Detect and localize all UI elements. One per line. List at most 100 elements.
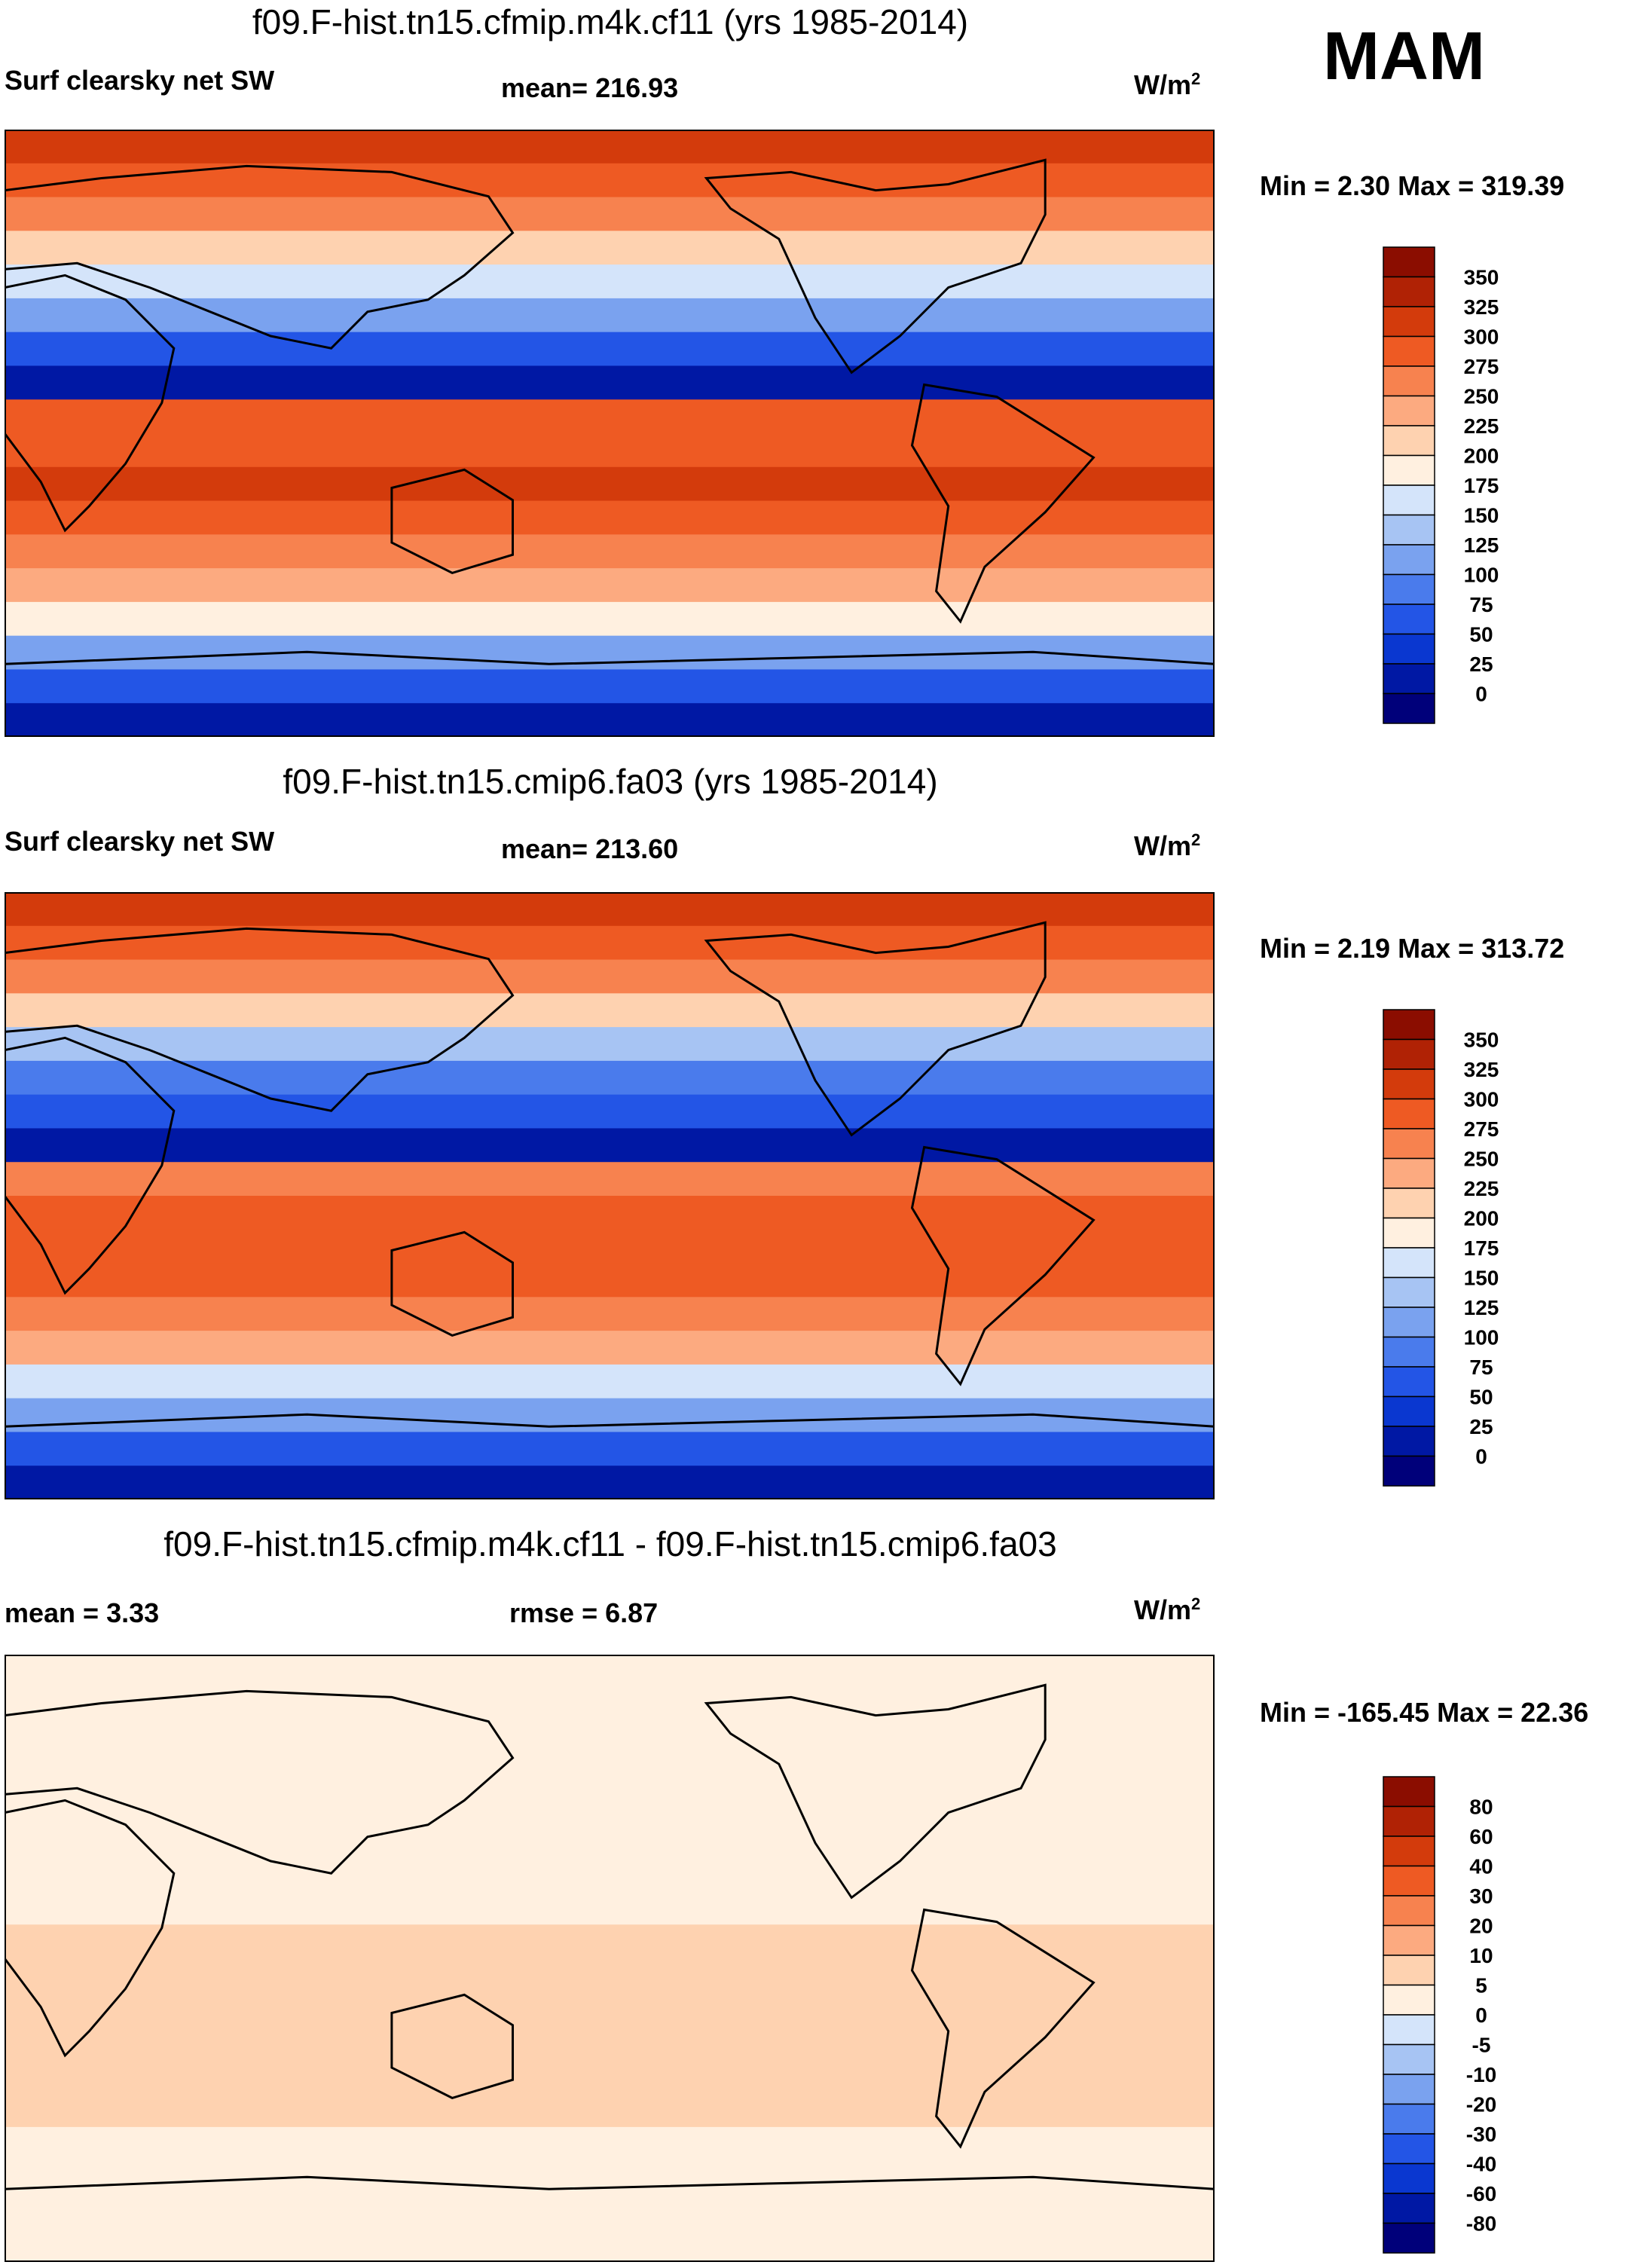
map-band — [5, 534, 1215, 570]
colorbar-tick-label: 0 — [1475, 683, 1487, 706]
colorbar-swatch — [1383, 1984, 1435, 2016]
map-band — [5, 1790, 1215, 1824]
coastline — [704, 921, 1047, 1137]
panel2-variable-label: Surf clearsky net SW — [5, 826, 275, 857]
colorbar-swatch — [1383, 1776, 1435, 1808]
colorbar-swatch — [1383, 544, 1435, 576]
colorbar-swatch — [1383, 1366, 1435, 1398]
colorbar-swatch — [1383, 1835, 1435, 1867]
map-band — [5, 703, 1215, 737]
colorbar-swatch — [1383, 306, 1435, 338]
colorbar-tick-label: 60 — [1469, 1825, 1493, 1848]
colorbar-tick-label: 250 — [1464, 385, 1499, 408]
map-band — [5, 1128, 1215, 1163]
colorbar-swatch — [1383, 395, 1435, 426]
colorbar-swatch — [1383, 1865, 1435, 1897]
map-band — [5, 1688, 1215, 1723]
colorbar-tick-label: 25 — [1469, 1415, 1493, 1438]
colorbar-tick-label: -10 — [1466, 2063, 1496, 2086]
map-band — [5, 399, 1215, 434]
colorbar-tick-label: 40 — [1469, 1855, 1493, 1878]
colorbar-swatch — [1383, 1068, 1435, 1100]
colorbar-swatch — [1383, 1426, 1435, 1457]
colorbar-tick-label: 80 — [1469, 1796, 1493, 1819]
map-band — [5, 1891, 1215, 1926]
map-band — [5, 163, 1215, 198]
colorbar-swatch — [1383, 276, 1435, 307]
colorbar-tick-label: 10 — [1469, 1944, 1493, 1967]
colorbar-tick-label: 125 — [1464, 533, 1499, 557]
colorbar-tick-label: 100 — [1464, 564, 1499, 587]
panel1-map — [5, 130, 1215, 737]
coastline — [910, 383, 1096, 624]
colorbar-swatch — [1383, 1924, 1435, 1956]
map-band — [5, 1060, 1215, 1096]
map-band — [5, 2228, 1215, 2262]
coastline — [5, 1799, 176, 2058]
map-band — [5, 264, 1215, 299]
map-band — [5, 1297, 1215, 1332]
coastline — [5, 274, 176, 533]
colorbar-tick-label: 150 — [1464, 504, 1499, 527]
map-band — [5, 197, 1215, 232]
map-band — [5, 2194, 1215, 2230]
map-band — [5, 669, 1215, 705]
colorbar-swatch — [1383, 1895, 1435, 1927]
colorbar-swatch — [1383, 2133, 1435, 2165]
map-band — [5, 130, 1215, 164]
map-band — [5, 2059, 1215, 2095]
colorbar-swatch — [1383, 1247, 1435, 1279]
colorbar-tick-label: -60 — [1466, 2182, 1496, 2205]
colorbar-tick-label: 300 — [1464, 1088, 1499, 1111]
panel3-title: f09.F-hist.tn15.cfmip.m4k.cf11 - f09.F-h… — [164, 1524, 1057, 1563]
coastline — [910, 1908, 1096, 2149]
colorbar-tick-label: 325 — [1464, 1058, 1499, 1081]
colorbar-swatch — [1383, 1805, 1435, 1837]
coastline — [910, 1145, 1096, 1386]
map-band — [5, 1466, 1215, 1499]
colorbar-tick-label: 20 — [1469, 1915, 1493, 1938]
colorbar-swatch — [1383, 2014, 1435, 2046]
map-band — [5, 1432, 1215, 1467]
coastline — [390, 1993, 514, 2100]
colorbar-swatch — [1383, 365, 1435, 397]
map-band — [5, 1857, 1215, 1892]
map-band — [5, 1722, 1215, 1757]
coastline — [5, 1036, 176, 1295]
coastline — [5, 1413, 1215, 1499]
coastline — [390, 468, 514, 575]
map-border — [5, 1655, 1215, 2262]
colorbar-swatch — [1383, 2103, 1435, 2135]
colorbar-swatch — [1383, 604, 1435, 635]
coastline — [5, 1689, 515, 1875]
colorbar-tick-label: 75 — [1469, 593, 1493, 616]
season-label: MAM — [1323, 19, 1485, 94]
coastline — [5, 164, 515, 350]
colorbar-tick-label: 150 — [1464, 1267, 1499, 1290]
colorbar-swatch — [1383, 2074, 1435, 2105]
colorbar-swatch — [1383, 335, 1435, 367]
map-band — [5, 1229, 1215, 1264]
colorbar-swatch — [1383, 1157, 1435, 1189]
map-band — [5, 466, 1215, 502]
colorbar-swatch — [1383, 1955, 1435, 1986]
colorbar-swatch — [1383, 1038, 1435, 1070]
coastline — [704, 158, 1047, 374]
colorbar-tick-label: 300 — [1464, 326, 1499, 349]
panel1-variable-label: Surf clearsky net SW — [5, 65, 275, 96]
colorbar-tick-label: -5 — [1472, 2034, 1491, 2057]
colorbar-tick-label: 175 — [1464, 474, 1499, 497]
colorbar-tick-label: 50 — [1469, 1386, 1493, 1409]
colorbar-tick-label: 50 — [1469, 623, 1493, 646]
map-border — [5, 892, 1215, 1499]
colorbar-tick-label: -40 — [1466, 2153, 1496, 2176]
colorbar-tick-label: -20 — [1466, 2093, 1496, 2117]
map-band — [5, 1027, 1215, 1062]
panel1-units-label: W/m2 — [1134, 69, 1201, 100]
map-border — [5, 130, 1215, 737]
colorbar-tick-label: 125 — [1464, 1296, 1499, 1319]
map-band — [5, 231, 1215, 266]
colorbar-swatch — [1383, 514, 1435, 546]
colorbar-tick-label: -80 — [1466, 2212, 1496, 2236]
